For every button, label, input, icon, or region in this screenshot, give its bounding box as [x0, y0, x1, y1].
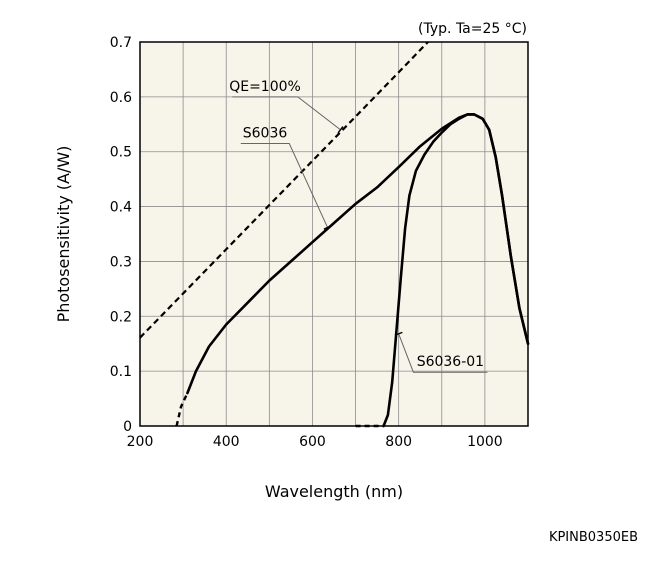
y-tick-label: 0.4 — [110, 200, 132, 216]
y-tick-label: 0.2 — [110, 309, 132, 325]
y-tick-label: 0.7 — [110, 35, 132, 51]
series-s6036-dashed-start — [175, 392, 189, 427]
annotation-s6036-01-tick — [394, 331, 403, 336]
x-tick-label: 600 — [299, 434, 326, 450]
y-axis-title: Photosensitivity (A/W) — [54, 146, 73, 323]
annotation-s6036-tick — [323, 225, 332, 230]
plot-area — [140, 42, 528, 426]
x-tick-label: 200 — [127, 434, 154, 450]
plot-frame — [139, 41, 529, 427]
annotation-s6036-01-leader — [398, 333, 488, 373]
series-qe-100-line — [139, 41, 429, 339]
y-tick-label: 0.3 — [110, 254, 132, 270]
y-tick-label: 0.5 — [110, 145, 132, 161]
annotation-s6036: S6036 — [243, 125, 288, 141]
y-tick-label: 0.6 — [110, 90, 132, 106]
y-tick-label: 0.1 — [110, 364, 132, 380]
x-tick-label: 400 — [213, 434, 240, 450]
annotation-qe-100-leader — [232, 96, 341, 131]
annotation-s6036-leader — [240, 142, 328, 228]
annotation-s6036-01: S6036-01 — [417, 354, 484, 370]
x-axis-title: Wavelength (nm) — [265, 482, 403, 501]
x-tick-label: 800 — [385, 434, 412, 450]
annotation-qe-100-tick — [337, 126, 344, 134]
x-tick-labels: 200 400 600 800 1000 — [127, 434, 503, 450]
annotation-qe-100: QE=100% — [229, 79, 301, 95]
y-tick-label: 0 — [123, 419, 132, 435]
curves — [139, 41, 530, 428]
condition-note: (Typ. Ta=25 °C) — [418, 21, 527, 37]
series-s6036-01-line — [382, 113, 530, 428]
grid — [140, 42, 528, 426]
x-tick-label: 1000 — [467, 434, 503, 450]
annotations: QE=100% S6036 S6036-01 — [229, 79, 488, 373]
figure-code: KPINB0350EB — [549, 530, 638, 545]
y-tick-labels: 0 0.1 0.2 0.3 0.4 0.5 0.6 0.7 — [110, 35, 132, 435]
